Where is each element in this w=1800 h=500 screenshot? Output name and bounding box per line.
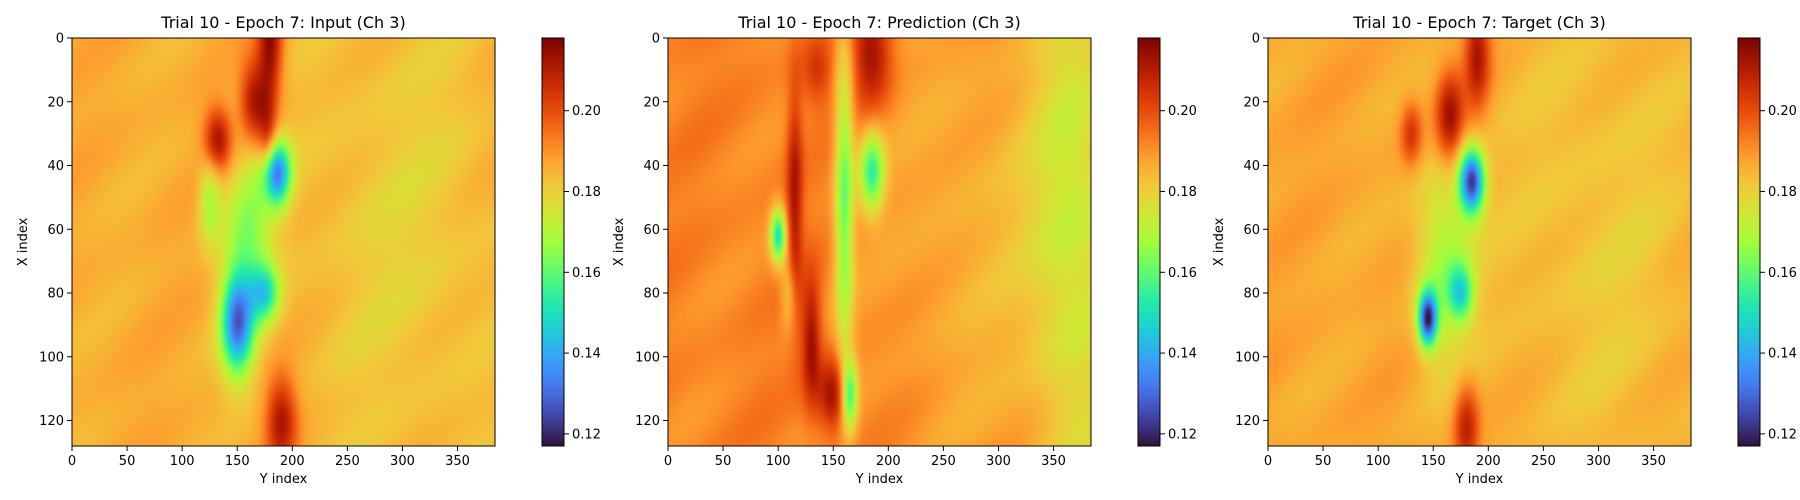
x-tick-label: 350 (1641, 454, 1666, 469)
y-tick-label: 0 (1252, 32, 1260, 47)
y-axis-label: X index (612, 217, 627, 266)
x-tick-label: 50 (119, 454, 136, 469)
panel-2: Trial 10 - Epoch 7: Prediction (Ch 3) 0 50… (612, 13, 1197, 487)
x-tick-label: 50 (715, 454, 732, 469)
colorbar-tick-label: 0.18 (1768, 185, 1797, 200)
plot-frame (1267, 37, 1692, 447)
x-axis-label: Y index (855, 472, 904, 487)
x-tick-label: 250 (335, 454, 360, 469)
colorbar-tick-label: 0.18 (572, 185, 601, 200)
y-tick-label: 100 (635, 350, 660, 365)
colorbar-frame (541, 37, 565, 447)
x-tick-label: 0 (664, 454, 672, 469)
y-tick-label: 80 (47, 287, 64, 302)
y-tick-label: 40 (1243, 159, 1260, 174)
colorbar-tick-label: 0.14 (572, 347, 601, 362)
x-tick-label: 250 (931, 454, 956, 469)
y-tick-label: 60 (47, 223, 64, 238)
y-tick-label: 40 (643, 159, 660, 174)
y-tick-label: 20 (47, 95, 64, 110)
x-tick-label: 300 (390, 454, 415, 469)
colorbar-tick-label: 0.14 (1168, 347, 1197, 362)
panel-1: Trial 10 - Epoch 7: Input (Ch 3) 0 50 100 15… (16, 13, 601, 487)
panel-3: Trial 10 - Epoch 7: Target (Ch 3) 0 50 100 1… (1212, 13, 1797, 487)
x-tick-label: 350 (445, 454, 470, 469)
colorbar-tick-label: 0.20 (1168, 104, 1197, 119)
colorbar (1138, 38, 1160, 446)
x-tick-label: 50 (1315, 454, 1332, 469)
x-tick-label: 150 (1421, 454, 1446, 469)
y-tick-label: 80 (643, 287, 660, 302)
plot-frame (71, 37, 496, 447)
colorbar-frame (1137, 37, 1161, 447)
plot-frame (667, 37, 1092, 447)
x-tick-label: 100 (766, 454, 791, 469)
y-tick-label: 20 (1243, 95, 1260, 110)
x-tick-label: 0 (68, 454, 76, 469)
x-tick-label: 200 (280, 454, 305, 469)
y-tick-label: 60 (1243, 223, 1260, 238)
y-tick-label: 100 (39, 350, 64, 365)
colorbar-tick-label: 0.12 (1168, 427, 1197, 442)
x-tick-label: 350 (1041, 454, 1066, 469)
colorbar (1738, 38, 1760, 446)
colorbar-tick-label: 0.20 (1768, 104, 1797, 119)
x-tick-label: 100 (1366, 454, 1391, 469)
y-tick-label: 0 (56, 32, 64, 47)
colorbar-tick-label: 0.12 (572, 427, 601, 442)
x-tick-label: 300 (986, 454, 1011, 469)
colorbar-tick-label: 0.12 (1768, 427, 1797, 442)
colorbar-tick-label: 0.14 (1768, 347, 1797, 362)
colorbar-tick-label: 0.16 (572, 266, 601, 281)
colorbar (542, 38, 564, 446)
colorbar-tick-label: 0.16 (1768, 266, 1797, 281)
heatmap-image (668, 38, 1091, 446)
x-tick-label: 0 (1264, 454, 1272, 469)
heatmap-image (72, 38, 495, 446)
x-axis-label: Y index (259, 472, 308, 487)
chart-title: Trial 10 - Epoch 7: Prediction (Ch 3) (737, 13, 1020, 32)
chart-title: Trial 10 - Epoch 7: Target (Ch 3) (1352, 13, 1605, 32)
chart-title: Trial 10 - Epoch 7: Input (Ch 3) (160, 13, 405, 32)
y-tick-label: 20 (643, 95, 660, 110)
y-tick-label: 0 (652, 32, 660, 47)
x-tick-label: 250 (1531, 454, 1556, 469)
colorbar-tick-label: 0.20 (572, 104, 601, 119)
y-tick-label: 100 (1235, 350, 1260, 365)
colorbar-tick-label: 0.16 (1168, 266, 1197, 281)
x-tick-label: 150 (821, 454, 846, 469)
y-tick-label: 120 (39, 414, 64, 429)
x-tick-label: 150 (225, 454, 250, 469)
y-tick-label: 120 (635, 414, 660, 429)
x-axis-label: Y index (1455, 472, 1504, 487)
y-tick-label: 120 (1235, 414, 1260, 429)
colorbar-frame (1737, 37, 1761, 447)
colorbar-tick-label: 0.18 (1168, 185, 1197, 200)
x-tick-label: 200 (1476, 454, 1501, 469)
x-tick-label: 100 (170, 454, 195, 469)
y-axis-label: X index (16, 217, 31, 266)
y-axis-label: X index (1212, 217, 1227, 266)
heatmap-image (1268, 38, 1691, 446)
y-tick-label: 40 (47, 159, 64, 174)
x-tick-label: 300 (1586, 454, 1611, 469)
x-tick-label: 200 (876, 454, 901, 469)
y-tick-label: 60 (643, 223, 660, 238)
y-tick-label: 80 (1243, 287, 1260, 302)
